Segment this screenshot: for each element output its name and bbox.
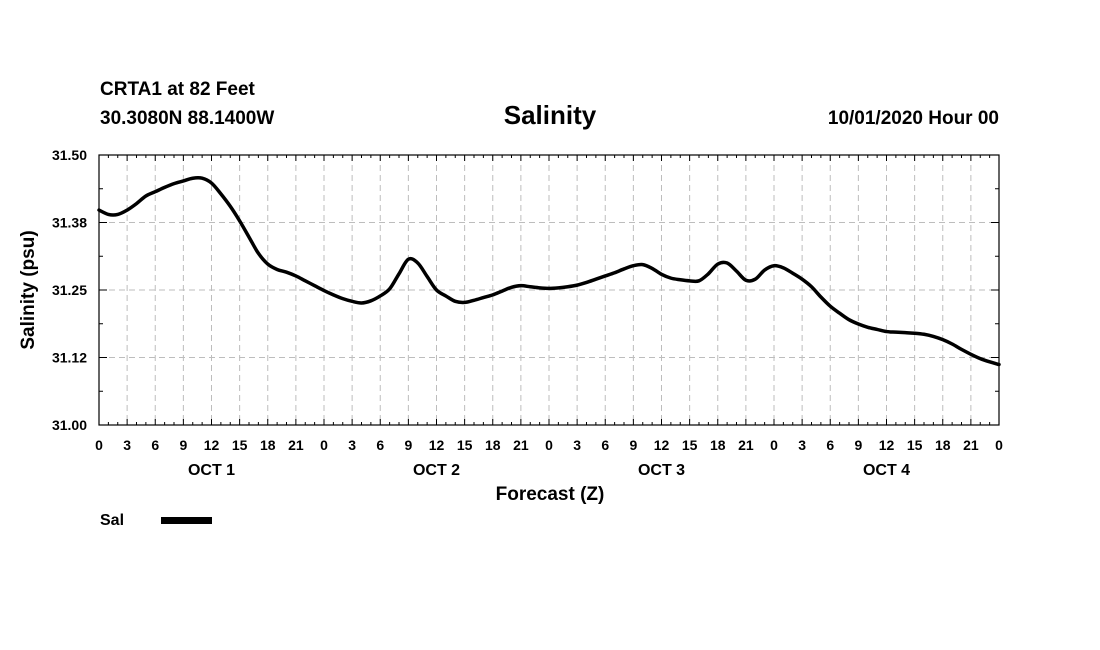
x-tick-label: 0 [995,437,1003,453]
x-tick-label: 6 [376,437,384,453]
day-label: OCT 2 [413,462,460,479]
x-tick-label: 9 [629,437,637,453]
x-tick-label: 15 [907,437,923,453]
x-tick-label: 12 [879,437,895,453]
x-tick-label: 9 [179,437,187,453]
x-tick-label: 18 [710,437,726,453]
station-label: CRTA1 at 82 Feet [100,79,256,100]
series-group [97,175,1001,367]
x-tick-label: 15 [682,437,698,453]
axis-ticks [98,154,1000,426]
y-tick-label: 31.50 [52,147,87,163]
x-tick-label: 12 [204,437,220,453]
x-tick-label: 3 [573,437,581,453]
y-axis-label: Salinity (psu) [18,230,39,349]
x-tick-label: 6 [151,437,159,453]
x-tick-label: 6 [601,437,609,453]
location-label: 30.3080N 88.1400W [100,108,274,129]
y-tick-label: 31.00 [52,417,87,433]
x-tick-label: 0 [320,437,328,453]
x-tick-label: 21 [513,437,529,453]
day-label: OCT 3 [638,462,685,479]
x-tick-label: 21 [738,437,754,453]
x-tick-label: 3 [348,437,356,453]
series-line-sal [97,175,1001,367]
x-tick-label: 12 [654,437,670,453]
x-tick-label: 21 [288,437,304,453]
x-tick-label: 15 [232,437,248,453]
day-label: OCT 1 [188,462,235,479]
chart-title: Salinity [504,100,597,130]
legend-label: Sal [100,512,124,529]
day-labels: OCT 1 OCT 2 OCT 3 OCT 4 [188,462,910,479]
x-tick-label: 0 [770,437,778,453]
x-tick-label: 18 [260,437,276,453]
y-tick-labels: 31.00 31.12 31.25 31.38 31.50 [52,147,87,433]
day-label: OCT 4 [863,462,910,479]
x-tick-labels: 0 3 6 9 12 15 18 21 0 3 6 9 12 15 18 21 0 3 6 9 12 15 18 21 0 3 6 9… [95,437,1003,453]
x-tick-label: 15 [457,437,473,453]
x-tick-label: 3 [798,437,806,453]
x-tick-label: 18 [485,437,501,453]
grid [99,155,999,425]
x-tick-label: 21 [963,437,979,453]
x-tick-label: 9 [404,437,412,453]
legend: Sal [100,512,212,529]
y-tick-label: 31.38 [52,215,87,231]
x-tick-label: 12 [429,437,445,453]
x-tick-label: 6 [826,437,834,453]
forecast-datetime: 10/01/2020 Hour 00 [828,108,999,129]
x-tick-label: 3 [123,437,131,453]
x-tick-label: 0 [95,437,103,453]
x-tick-label: 9 [854,437,862,453]
y-tick-label: 31.12 [52,350,87,366]
y-tick-label: 31.25 [52,282,87,298]
x-axis-label: Forecast (Z) [496,484,605,505]
x-tick-label: 0 [545,437,553,453]
x-tick-label: 18 [935,437,951,453]
